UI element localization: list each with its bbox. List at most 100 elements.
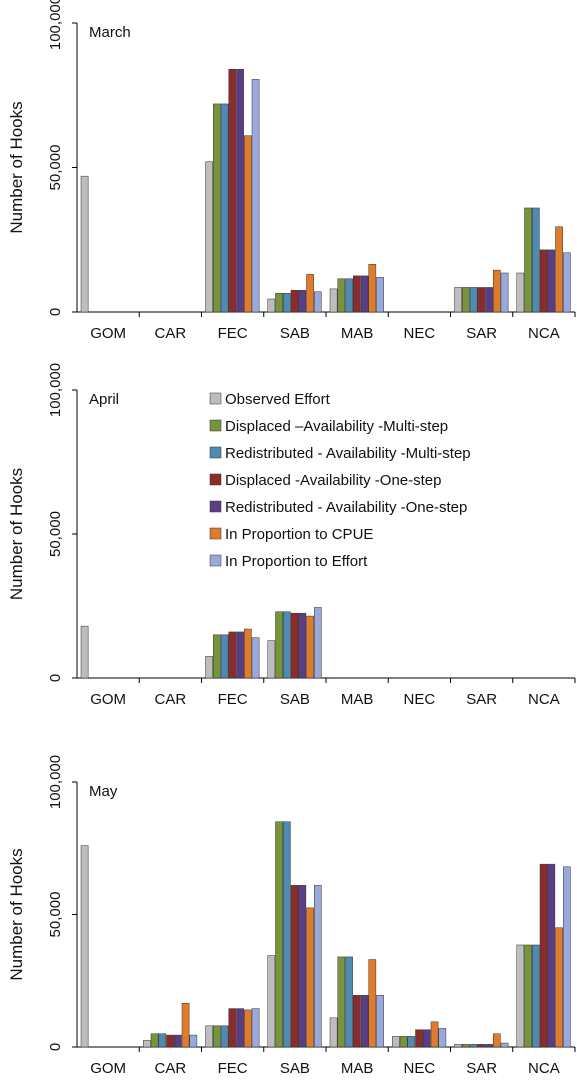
bar-sab-series-6 [314,291,322,313]
legend-label-4: Redistributed - Availability -One-step [225,499,467,516]
x-tick-label: FEC [218,691,248,708]
bar-sab-series-4 [298,612,307,679]
bar-sar-series-0 [454,1044,462,1048]
bar-sab-series-3 [290,612,299,679]
bar-fec-series-6 [251,637,260,679]
y-tick-label: 0 [47,674,64,682]
bar-sab-series-0 [267,955,276,1048]
bar-mab-series-1 [337,956,346,1048]
chart-panel-april: 0 50,000 100,000 Number of Hooks April GOM CAR… [7,363,576,708]
y-axis-title: Number of Hooks [7,101,26,233]
bar-sab-series-5 [306,615,314,679]
bar-nec-series-1 [399,1036,408,1048]
bar-sab-series-5 [306,274,314,313]
bar-fec-series-6 [251,79,260,313]
bar-nca-series-2 [532,207,540,313]
legend-swatch-2 [209,446,222,459]
bar-nec-series-2 [407,1036,416,1048]
x-tick-label: NEC [404,691,436,708]
legend-swatch-1 [209,419,222,432]
bar-fec-series-2 [220,634,229,679]
bar-sab-series-4 [298,290,307,313]
bar-mab-series-2 [345,278,353,313]
panel-title: March [89,24,131,41]
bar-fec-series-1 [213,1025,221,1048]
legend-label-6: In Proportion to Effort [225,553,368,570]
x-tick-label: GOM [90,691,126,708]
bar-nca-series-1 [524,944,532,1048]
bar-mab-series-3 [353,275,361,313]
x-tick-label: SAR [466,691,497,708]
bar-nca-series-2 [532,944,540,1048]
bar-sab-series-3 [290,290,299,313]
bar-mab-series-4 [360,995,369,1048]
bar-car-series-1 [150,1033,159,1048]
bar-sar-series-5 [493,1033,501,1048]
legend-swatch-4 [209,500,222,513]
chart-panel-march: 0 50,000 100,000 Number of Hooks March GOM CAR… [7,0,576,342]
bar-mab-series-6 [376,995,384,1048]
bar-car-series-3 [166,1034,174,1048]
bar-nca-series-1 [524,207,532,313]
bar-fec-series-4 [236,68,244,313]
legend-label-3: Displaced -Availability -One-step [225,472,441,489]
x-tick-label: MAB [341,691,374,708]
x-tick-label: SAB [280,691,310,708]
bar-nca-series-0 [516,944,525,1048]
legend-swatch-3 [209,473,222,486]
bar-fec-series-2 [220,1025,229,1048]
legend-swatch-6 [209,554,222,567]
x-tick-label: CAR [155,691,187,708]
bar-sab-series-3 [290,885,299,1048]
bar-mab-series-3 [353,995,361,1048]
y-tick-label: 50,000 [47,145,64,191]
bar-sar-series-4 [485,287,493,313]
bar-sab-series-2 [283,611,291,679]
chart-panel-may: 0 50,000 100,000 Number of Hooks May GOM CAR FE… [7,755,576,1077]
bar-car-series-5 [181,1003,190,1048]
bar-sar-series-0 [454,287,462,313]
legend-label-1: Displaced –Availability -Multi-step [225,418,448,435]
bar-sab-series-0 [267,640,276,679]
x-tick-label: NCA [528,1060,560,1077]
bar-fec-series-5 [244,628,252,679]
bar-fec-series-0 [205,161,213,313]
bar-fec-series-4 [236,631,244,679]
x-tick-label: NCA [528,325,560,342]
x-tick-label: SAB [280,1060,310,1077]
bar-sar-series-2 [469,1044,478,1048]
bar-fec-series-3 [228,68,237,313]
bar-nca-series-0 [516,272,525,313]
bar-sab-series-5 [306,907,314,1048]
bar-sab-series-1 [275,292,283,313]
bar-fec-series-0 [205,1025,213,1048]
bar-mab-series-0 [329,288,338,313]
legend-swatch-0 [209,392,222,405]
bar-nca-series-4 [547,249,556,313]
bar-sar-series-6 [500,1042,509,1048]
bar-car-series-4 [174,1034,182,1048]
y-tick-label: 50,000 [47,511,64,557]
bar-car-series-2 [158,1033,167,1048]
bar-mab-series-4 [360,275,369,313]
x-tick-label: FEC [218,1060,248,1077]
bar-nca-series-3 [539,863,548,1048]
y-axis-title: Number of Hooks [7,468,26,600]
x-tick-label: CAR [155,325,187,342]
bar-nec-series-6 [438,1028,447,1048]
bar-gom-series-0 [80,175,89,313]
bar-nec-series-4 [423,1029,431,1048]
bar-car-series-0 [143,1040,151,1048]
bar-fec-series-5 [244,1009,252,1048]
bar-fec-series-6 [251,1008,260,1048]
bar-mab-series-5 [368,959,377,1048]
x-tick-label: SAR [466,1060,497,1077]
y-tick-label: 0 [47,308,64,316]
legend: Observed Effort Displaced –Availability -… [209,391,471,570]
bar-nec-series-3 [415,1029,423,1048]
bar-fec-series-2 [220,103,229,313]
bar-sar-series-1 [462,1044,470,1048]
legend-label-2: Redistributed - Availability -Multi-step [225,445,471,462]
bar-sar-series-6 [500,272,509,313]
